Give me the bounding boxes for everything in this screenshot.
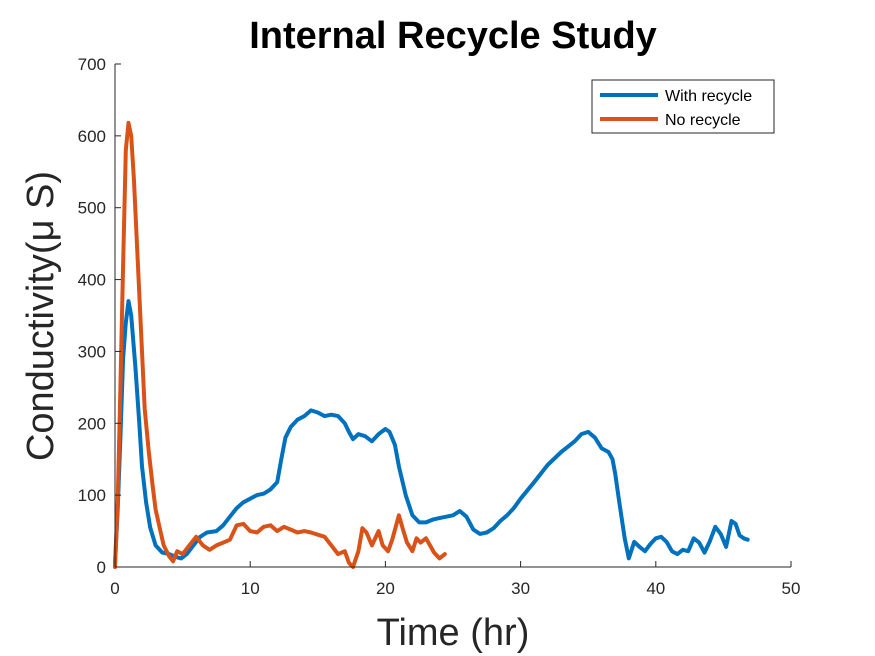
x-tick-label: 30 [511,579,530,598]
legend: With recycle No recycle [591,79,775,134]
x-tick-label: 50 [782,579,801,598]
plot-area [113,120,750,569]
legend-label: With recycle [665,88,752,105]
legend-label: No recycle [665,112,741,129]
chart-title: Internal Recycle Study [249,15,657,57]
series-line-no-recycle [113,120,447,569]
x-tick-label: 10 [241,579,260,598]
y-tick-label: 600 [78,127,106,146]
y-tick-label: 700 [78,55,106,74]
y-tick-label: 500 [78,199,106,218]
x-tick-label: 0 [110,579,119,598]
y-tick-label: 300 [78,342,106,361]
y-tick-label: 400 [78,271,106,290]
y-axis-label: Conductivity(μ S) [20,171,62,461]
y-tick-label: 200 [78,414,106,433]
x-axis-label: Time (hr) [377,612,530,654]
legend-box [591,79,775,134]
y-axis: 0 100 200 300 400 500 600 700 [78,55,121,577]
y-tick-label: 0 [97,558,106,577]
y-tick-label: 100 [78,486,106,505]
x-axis: 0 10 20 30 40 50 [110,561,800,598]
series-line-with-recycle [113,299,750,566]
x-tick-label: 40 [646,579,665,598]
x-tick-label: 20 [376,579,395,598]
